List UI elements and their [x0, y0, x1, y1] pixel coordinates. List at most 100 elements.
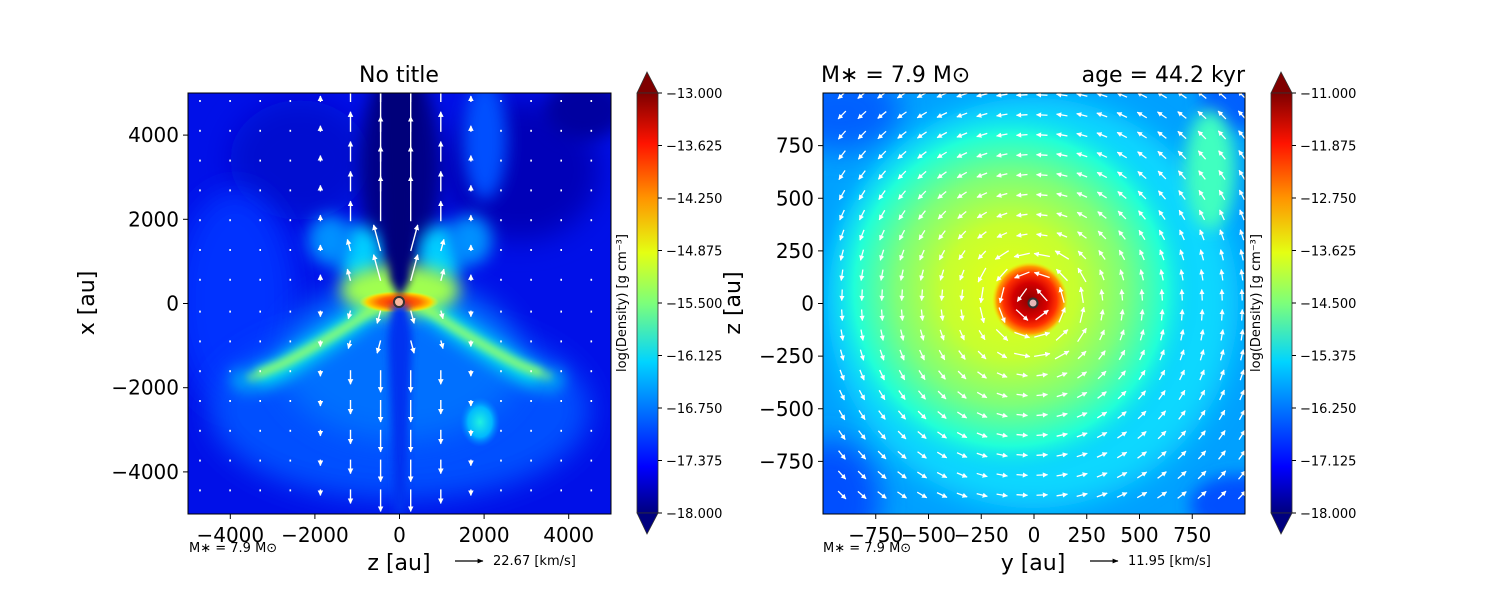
- quiver-arrow: [1077, 250, 1087, 260]
- quiver-arrow: [956, 112, 968, 118]
- quiver-arrow: [857, 490, 867, 500]
- quiver-arrow: [838, 150, 846, 160]
- left-star-marker: [393, 296, 405, 308]
- colorbar-tick-label: −13.625: [666, 140, 722, 155]
- quiver-arrow: [1096, 112, 1108, 118]
- quiver-arrow: [978, 286, 985, 304]
- quiver-arrow: [1016, 492, 1029, 498]
- quiver-arrow: [1157, 170, 1167, 180]
- quiver-arrow: [919, 249, 925, 261]
- quiver-arrow: [838, 170, 846, 181]
- quiver-arrow: [857, 150, 867, 160]
- quiver-arrow: [1238, 169, 1245, 181]
- right-title-mass: M∗ = 7.9 M⊙: [821, 63, 970, 88]
- quiver-arrow: [898, 210, 906, 220]
- quiver-arrow: [1033, 271, 1050, 279]
- quiver-arrow: [959, 329, 965, 341]
- quiver-arrow: [1179, 308, 1185, 321]
- y-tick-label: −4000: [111, 460, 179, 484]
- quiver-arrow: [1177, 111, 1187, 119]
- quiver-arrow: [1158, 229, 1166, 241]
- left-title: No title: [359, 63, 439, 88]
- quiver-arrow: [858, 410, 866, 421]
- quiver-arrow: [976, 211, 988, 219]
- left-colorbar-extend-min: [636, 512, 659, 535]
- quiver-arrow: [898, 229, 906, 241]
- quiver-arrow: [1139, 249, 1145, 261]
- quiver-arrow: [956, 93, 968, 98]
- quiver-arrow: [877, 170, 887, 180]
- quiver-arrow: [1157, 190, 1167, 200]
- quiver-arrow: [859, 269, 865, 281]
- quiver-arrow: [1219, 389, 1225, 401]
- quiver-arrow: [996, 412, 1008, 418]
- quiver-arrow: [1054, 250, 1070, 260]
- quiver-arrow: [837, 130, 847, 140]
- left-quiver-key-label: 22.67 [km/s]: [493, 554, 576, 569]
- quiver-arrow: [1198, 209, 1206, 221]
- quiver-arrow: [1097, 370, 1107, 380]
- quiver-arrow: [1159, 309, 1165, 321]
- quiver-arrow: [1016, 412, 1028, 418]
- quiver-arrow: [879, 269, 885, 281]
- left-quiver-field: [199, 93, 593, 512]
- quiver-arrow: [879, 229, 885, 241]
- quiver-arrow: [1033, 251, 1050, 258]
- quiver-arrow: [976, 472, 988, 478]
- quiver-arrow: [839, 269, 845, 281]
- quiver-arrow: [1138, 229, 1146, 241]
- quiver-arrow: [839, 229, 845, 241]
- quiver-arrow: [957, 211, 967, 219]
- quiver-arrow: [918, 229, 926, 241]
- quiver-arrow: [1117, 390, 1127, 400]
- quiver-arrow: [976, 152, 988, 158]
- quiver-arrow: [439, 268, 446, 281]
- quiver-arrow: [1136, 131, 1147, 139]
- quiver-arrow: [1199, 369, 1205, 381]
- quiver-arrow: [1056, 212, 1068, 218]
- quiver-arrow: [1016, 392, 1028, 398]
- quiver-arrow: [1239, 308, 1245, 321]
- quiver-arrow: [1077, 371, 1087, 379]
- quiver-arrow: [1199, 308, 1205, 321]
- quiver-arrow: [976, 132, 988, 138]
- quiver-arrow: [1218, 430, 1226, 440]
- quiver-arrow: [1098, 350, 1106, 360]
- quiver-arrow: [1058, 286, 1065, 303]
- quiver-arrow: [957, 230, 967, 240]
- quiver-arrow: [1238, 130, 1245, 140]
- left-x-ticks: −4000 −2000 0 2000 4000: [196, 514, 594, 547]
- quiver-arrow: [877, 430, 887, 440]
- quiver-arrow: [1016, 372, 1028, 378]
- quiver-arrow: [439, 238, 446, 252]
- quiver-arrow: [977, 267, 987, 283]
- quiver-arrow: [879, 289, 885, 302]
- quiver-arrow: [410, 254, 420, 281]
- quiver-arrow: [939, 309, 945, 321]
- quiver-arrow: [1139, 288, 1145, 301]
- right-panel: M∗ = 7.9 M⊙ age = 44.2 kyr −750−500−250 0…: [721, 63, 1356, 576]
- quiver-arrow: [1015, 93, 1028, 98]
- quiver-arrow: [1157, 491, 1167, 499]
- colorbar-tick-label: −16.750: [666, 402, 722, 417]
- quiver-arrow: [956, 171, 968, 179]
- left-colorbar: −13.000 −13.625 −14.250 −14.875 −15.500 −16.1…: [615, 71, 722, 535]
- quiver-arrow: [898, 390, 906, 400]
- quiver-arrow: [976, 412, 988, 418]
- quiver-arrow: [1159, 269, 1165, 281]
- quiver-arrow: [1076, 211, 1088, 219]
- left-density-map: [188, 93, 611, 514]
- quiver-arrow: [1036, 232, 1048, 238]
- x-tick-label: 750: [1173, 523, 1211, 547]
- quiver-arrow: [859, 249, 865, 261]
- quiver-arrow: [1238, 470, 1245, 480]
- quiver-arrow: [1077, 350, 1087, 360]
- quiver-arrow: [957, 370, 967, 380]
- quiver-arrow: [838, 430, 846, 440]
- quiver-arrow: [897, 170, 907, 180]
- right-y-ticks: 750 500 250 0 −250 −500 −750: [759, 134, 823, 473]
- colorbar-tick-label: −14.250: [666, 192, 722, 207]
- quiver-arrow: [1096, 152, 1108, 158]
- quiver-arrow: [1178, 190, 1186, 200]
- quiver-arrow: [877, 450, 887, 460]
